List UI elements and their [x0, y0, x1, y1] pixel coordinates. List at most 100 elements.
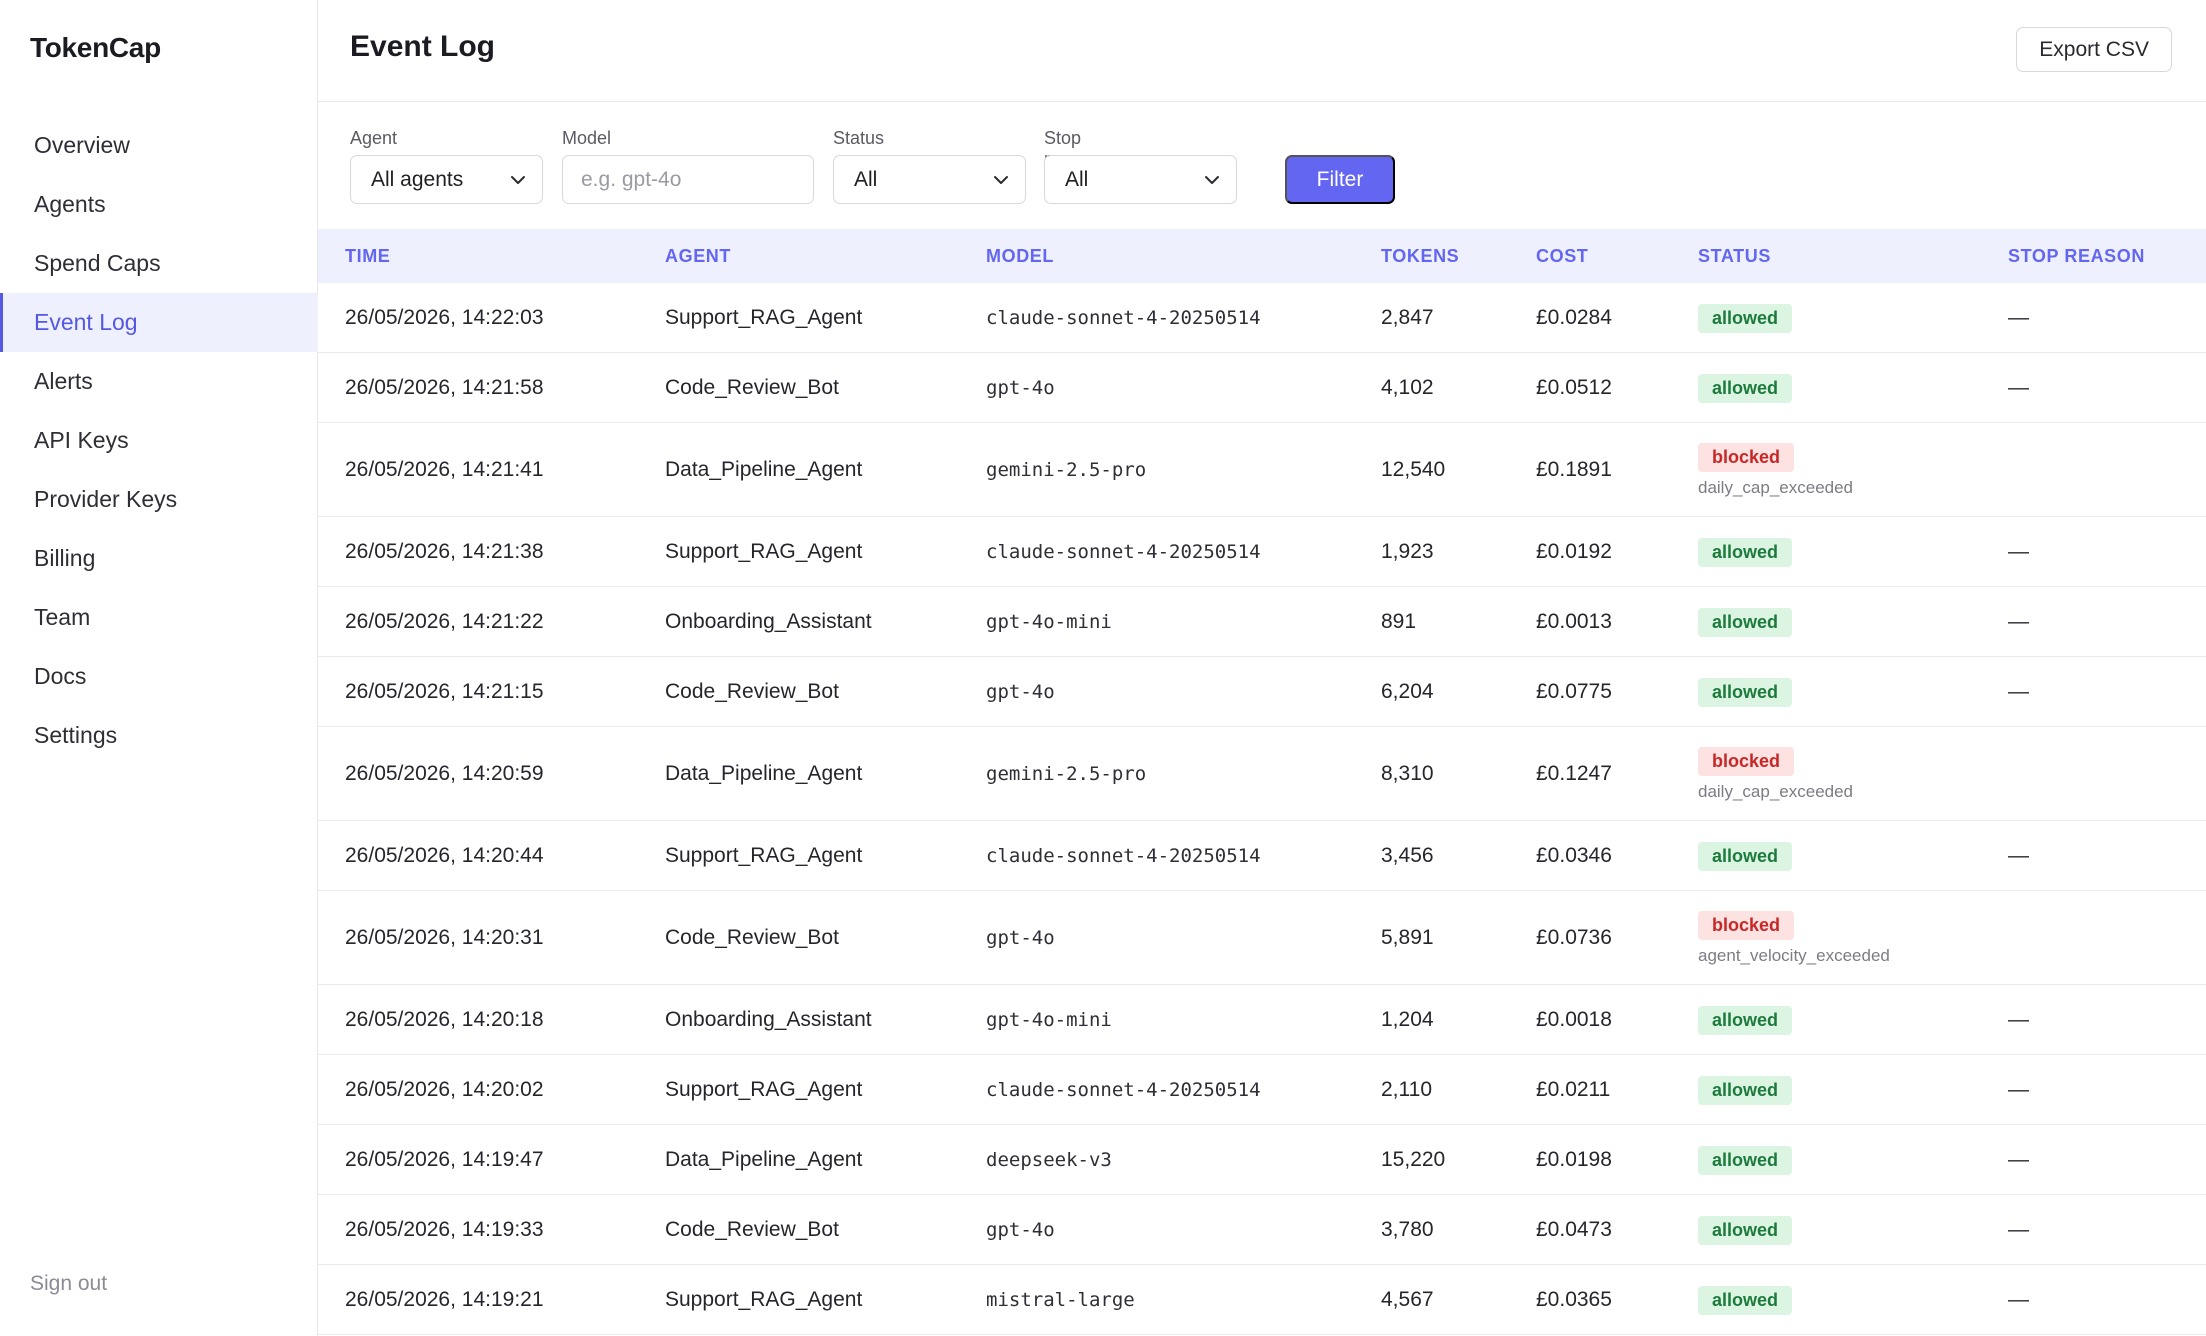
cell-stop-reason: —: [2008, 680, 2029, 703]
sidebar-item-billing[interactable]: Billing: [34, 545, 96, 571]
cell-status: allowed: [1698, 283, 1793, 353]
cell-agent: Support_RAG_Agent: [665, 844, 863, 867]
cell-time: 26/05/2026, 14:20:59: [345, 762, 544, 785]
cell-tokens: 4,102: [1381, 376, 1434, 399]
table-row[interactable]: 26/05/2026, 14:20:59 Data_Pipeline_Agent g…: [318, 727, 2206, 821]
cell-tokens: 1,204: [1381, 1008, 1434, 1031]
agent-filter-label: Agent: [350, 128, 398, 148]
model-filter: Model e.g. gpt-4o: [562, 128, 814, 204]
cell-agent: Code_Review_Bot: [665, 376, 839, 399]
sign-out-link[interactable]: Sign out: [30, 1272, 108, 1295]
cell-agent: Support_RAG_Agent: [665, 306, 863, 329]
status-badge-wrap: allowed: [1698, 1215, 1793, 1245]
table-row[interactable]: 26/05/2026, 14:21:15 Code_Review_Bot gpt-4…: [318, 657, 2206, 727]
table-row[interactable]: 26/05/2026, 14:19:47 Data_Pipeline_Agent d…: [318, 1125, 2206, 1195]
table-row[interactable]: 26/05/2026, 14:21:58 Code_Review_Bot gpt-4…: [318, 353, 2206, 423]
cell-time: 26/05/2026, 14:19:33: [345, 1218, 544, 1241]
sidebar-item-provider-keys[interactable]: Provider Keys: [34, 486, 178, 512]
table-row[interactable]: 26/05/2026, 14:19:21 Support_RAG_Agent mis…: [318, 1265, 2206, 1335]
table-row[interactable]: 26/05/2026, 14:21:22 Onboarding_Assistant…: [318, 587, 2206, 657]
cell-agent: Code_Review_Bot: [665, 680, 839, 703]
export-csv-button[interactable]: Export CSV: [2016, 27, 2172, 72]
cell-time: 26/05/2026, 14:21:15: [345, 680, 544, 703]
cell-agent: Data_Pipeline_Agent: [665, 762, 863, 785]
sidebar-item-event-log[interactable]: Event Log: [0, 293, 318, 352]
sidebar-item-agents[interactable]: Agents: [34, 191, 106, 217]
sidebar-item-settings[interactable]: Settings: [34, 722, 118, 748]
cell-status: allowed: [1698, 517, 1793, 587]
cell-model: gpt-4o: [986, 377, 1055, 399]
column-header-tokens[interactable]: TOKENS: [1381, 245, 1460, 266]
status-group: allowed: [1698, 607, 1793, 637]
cell-time: 26/05/2026, 14:21:58: [345, 376, 544, 399]
status-badge: allowed: [1698, 303, 1793, 333]
cell-time: 26/05/2026, 14:21:41: [345, 458, 544, 481]
cell-model: gemini-2.5-pro: [986, 763, 1147, 785]
status-group: allowed: [1698, 1075, 1793, 1105]
column-header-model[interactable]: MODEL: [986, 245, 1054, 266]
table-header: TIME AGENT MODEL TOKENS COST STATUS STOP…: [318, 229, 2206, 283]
status-badge: allowed: [1698, 1215, 1793, 1245]
cell-cost: £0.0736: [1536, 926, 1612, 949]
stop-reason-select[interactable]: All: [1044, 155, 1237, 204]
status-filter-label: Status: [833, 128, 885, 148]
model-input[interactable]: e.g. gpt-4o: [562, 155, 814, 204]
filter-button[interactable]: Filter: [1285, 155, 1395, 204]
brand-logo[interactable]: TokenCap: [30, 32, 161, 63]
status-select[interactable]: All: [833, 155, 1026, 204]
cell-cost: £0.0013: [1536, 610, 1612, 633]
cell-tokens: 6,204: [1381, 680, 1434, 703]
table-row[interactable]: 26/05/2026, 14:20:02 Support_RAG_Agent cla…: [318, 1055, 2206, 1125]
status-badge: allowed: [1698, 841, 1793, 871]
status-group: blocked agent_velocity_exceeded: [1698, 910, 1890, 966]
column-header-status[interactable]: STATUS: [1698, 245, 1771, 266]
stop-reason-filter-label: Stop reason: [1044, 128, 1099, 169]
event-table-body: 26/05/2026, 14:22:03 Support_RAG_Agent cla…: [318, 283, 2206, 1335]
agent-select[interactable]: All agents: [350, 155, 543, 204]
sidebar-item-docs[interactable]: Docs: [34, 663, 87, 689]
sidebar-item-team[interactable]: Team: [34, 604, 91, 630]
status-badge: allowed: [1698, 1075, 1793, 1105]
cell-tokens: 15,220: [1381, 1148, 1446, 1171]
status-select-value: All: [854, 167, 878, 191]
column-header-cost[interactable]: COST: [1536, 245, 1589, 266]
cell-status: allowed: [1698, 1265, 1793, 1335]
column-header-time[interactable]: TIME: [345, 245, 391, 266]
column-header-agent[interactable]: AGENT: [665, 245, 731, 266]
table-row[interactable]: 26/05/2026, 14:21:41 Data_Pipeline_Agent g…: [318, 423, 2206, 517]
table-row[interactable]: 26/05/2026, 14:22:03 Support_RAG_Agent cla…: [318, 283, 2206, 353]
cell-tokens: 2,110: [1381, 1078, 1432, 1101]
cell-tokens: 12,540: [1381, 458, 1446, 481]
cell-status: allowed: [1698, 1195, 1793, 1265]
chevron-down-icon: [508, 170, 528, 190]
cell-tokens: 4,567: [1381, 1288, 1434, 1311]
cell-stop-reason: —: [2008, 844, 2029, 867]
table-row[interactable]: 26/05/2026, 14:21:38 Support_RAG_Agent cla…: [318, 517, 2206, 587]
cell-status: allowed: [1698, 587, 1793, 657]
table-row[interactable]: 26/05/2026, 14:20:44 Support_RAG_Agent cla…: [318, 821, 2206, 891]
column-header-stop-reason[interactable]: STOP REASON: [2008, 245, 2145, 266]
status-group: allowed: [1698, 373, 1793, 403]
table-row[interactable]: 26/05/2026, 14:20:31 Code_Review_Bot gpt-4…: [318, 891, 2206, 985]
cell-stop-reason: —: [2008, 1008, 2029, 1031]
status-group: allowed: [1698, 1215, 1793, 1245]
cell-cost: £0.0775: [1536, 680, 1612, 703]
sidebar-item-api-keys[interactable]: API Keys: [34, 427, 129, 453]
sidebar-item-alerts[interactable]: Alerts: [34, 368, 93, 394]
status-badge: blocked: [1698, 746, 1795, 776]
cell-status: allowed: [1698, 1055, 1793, 1125]
table-row[interactable]: 26/05/2026, 14:19:33 Code_Review_Bot gpt-4…: [318, 1195, 2206, 1265]
status-badge-wrap: allowed: [1698, 677, 1793, 707]
cell-cost: £0.1247: [1536, 762, 1612, 785]
cell-time: 26/05/2026, 14:20:18: [345, 1008, 544, 1031]
cell-agent: Support_RAG_Agent: [665, 1288, 863, 1311]
status-badge: allowed: [1698, 1005, 1793, 1035]
cell-agent: Code_Review_Bot: [665, 926, 839, 949]
cell-model: mistral-large: [986, 1289, 1135, 1311]
cell-model: claude-sonnet-4-20250514: [986, 1079, 1261, 1101]
status-badge-wrap: allowed: [1698, 841, 1793, 871]
sidebar-item-spend-caps[interactable]: Spend Caps: [34, 250, 161, 276]
sidebar-item-overview[interactable]: Overview: [34, 132, 130, 158]
cell-model: gpt-4o: [986, 927, 1055, 949]
table-row[interactable]: 26/05/2026, 14:20:18 Onboarding_Assistant…: [318, 985, 2206, 1055]
